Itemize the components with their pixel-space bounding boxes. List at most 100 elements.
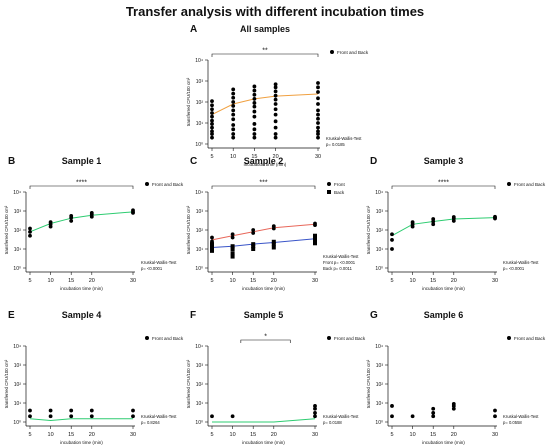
y-tick-label: 10³ [196, 363, 204, 369]
data-point [28, 408, 32, 413]
data-point [273, 125, 278, 130]
data-point [210, 245, 214, 250]
x-tick-label: 20 [271, 278, 277, 284]
data-point [273, 102, 278, 106]
data-point [316, 96, 320, 101]
data-point [390, 247, 394, 251]
legend-label: Front and Back [337, 50, 369, 55]
panel-label: C [190, 156, 197, 167]
panel-title: Sample 5 [244, 310, 284, 320]
legend-marker [145, 182, 149, 186]
data-point [210, 114, 214, 119]
data-point [210, 107, 214, 112]
data-point [28, 229, 32, 234]
y-tick-label: 10⁰ [13, 266, 21, 272]
y-axis-label: transferred CFU/100 cm² [186, 359, 191, 408]
x-axis-label: incubation time (min) [244, 162, 287, 167]
data-point [316, 90, 320, 94]
legend-label: Front and Back [514, 336, 546, 341]
y-tick-label: 10⁰ [195, 142, 203, 148]
panel-c: C Sample 2 10⁰ 10¹ 10² 10³ 10⁴ 5 10 15 20 30 incubat… [186, 156, 359, 291]
panel-a: A All samples 10⁰ 10¹ 10² 10³ 10⁴ 5 10 15 20 30 incu… [186, 24, 369, 167]
data-point [210, 248, 214, 253]
fit-line [211, 223, 316, 241]
panel-e: E Sample 4 10⁰ 10¹ 10² 10³ 10⁴ 5 10 15 20 30 incubat… [4, 310, 184, 445]
data-point [252, 92, 257, 97]
legend-marker [507, 336, 511, 340]
y-tick-label: 10² [14, 228, 22, 234]
y-tick-label: 10³ [376, 209, 384, 215]
data-point [431, 414, 436, 419]
stats-text: Front p= <0.0001 [323, 260, 356, 265]
legend-marker [327, 182, 331, 186]
y-tick-label: 10¹ [196, 121, 204, 127]
data-point [316, 81, 320, 85]
data-point [313, 414, 317, 419]
data-point [273, 89, 278, 94]
x-tick-label: 5 [210, 154, 213, 160]
panel-label: B [8, 156, 15, 167]
data-point [28, 414, 32, 419]
data-point [273, 107, 278, 112]
data-point [252, 109, 257, 114]
panel-title: Sample 2 [244, 156, 284, 166]
data-point [48, 408, 53, 413]
y-tick-label: 10² [196, 382, 204, 388]
data-point [316, 129, 320, 134]
significance-bracket [29, 185, 134, 189]
stats-text: p= <0.0001 [503, 266, 525, 271]
significance-label: *** [259, 180, 267, 187]
data-point [271, 224, 276, 229]
stats-text: Kruskal-Wallis-Test [503, 414, 539, 419]
data-point [313, 406, 317, 411]
x-axis-label: incubation time (min) [60, 440, 103, 445]
x-axis-label: incubation time (min) [422, 440, 465, 445]
x-tick-label: 15 [251, 154, 257, 160]
x-tick-label: 5 [210, 432, 213, 438]
x-tick-label: 10 [230, 278, 236, 284]
y-tick-label: 10² [376, 382, 384, 388]
data-point [410, 414, 415, 419]
legend-marker [507, 182, 511, 186]
x-tick-label: 15 [430, 432, 436, 438]
data-point [131, 414, 135, 419]
fit-line [29, 418, 133, 422]
data-point [410, 220, 415, 225]
panel-label: D [370, 156, 377, 167]
data-point [313, 237, 317, 242]
y-tick-label: 10³ [14, 209, 22, 215]
data-point [230, 244, 235, 249]
data-point [316, 135, 320, 140]
data-point [316, 85, 320, 90]
x-tick-label: 5 [28, 278, 31, 284]
significance-label: **** [438, 180, 449, 187]
data-point [230, 251, 235, 256]
y-tick-label: 10¹ [14, 247, 22, 253]
x-tick-label: 30 [130, 432, 136, 438]
stats-text: Kruskal-Wallis-Test [141, 414, 177, 419]
significance-bracket [211, 185, 316, 189]
stats-text: p= <0.0001 [141, 266, 163, 271]
data-point [252, 122, 257, 126]
data-point [69, 219, 74, 223]
x-tick-label: 5 [210, 278, 213, 284]
x-tick-label: 15 [68, 432, 74, 438]
data-point [251, 244, 256, 249]
x-axis-label: incubation time (min) [242, 286, 285, 291]
data-point [210, 414, 214, 419]
y-tick-label: 10¹ [196, 247, 204, 253]
data-point [48, 414, 53, 419]
y-tick-label: 10¹ [376, 401, 384, 407]
significance-label: ** [262, 48, 268, 55]
data-point [231, 91, 236, 96]
y-tick-label: 10² [196, 100, 204, 106]
data-point [431, 406, 436, 411]
data-point [210, 132, 214, 136]
y-tick-label: 10⁴ [13, 190, 21, 196]
data-point [231, 100, 236, 104]
y-axis-label: transferred CFU/100 cm² [366, 205, 371, 254]
data-point [493, 408, 497, 413]
legend-marker [327, 336, 331, 340]
stats-text: Kruskal-Wallis-Test [503, 260, 539, 265]
data-point [313, 411, 317, 415]
